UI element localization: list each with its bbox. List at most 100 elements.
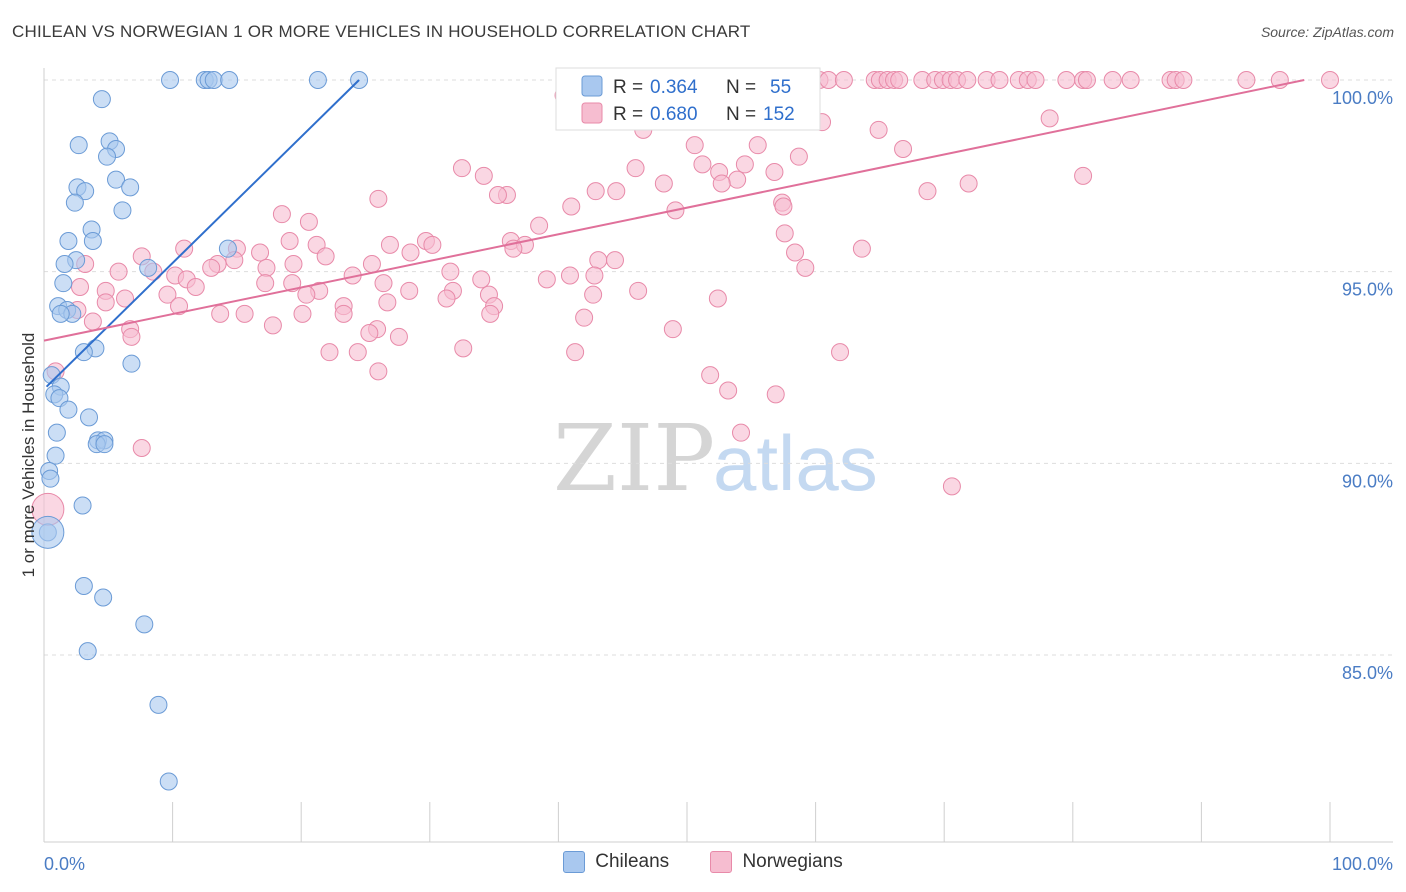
norwegian-point — [831, 343, 850, 362]
norwegian-point — [170, 297, 189, 316]
norwegian-point — [235, 304, 254, 323]
norwegians-trend-line — [43, 79, 1305, 342]
norwegian-point — [1121, 71, 1140, 89]
norwegian-point — [728, 170, 747, 189]
norwegian-point — [575, 308, 594, 327]
chilean-point — [55, 255, 74, 273]
norwegian-point — [786, 243, 805, 262]
norwegian-point — [360, 324, 379, 342]
norwegian-point — [400, 281, 419, 300]
norwegian-point — [918, 182, 937, 201]
norwegian-point — [348, 343, 367, 362]
norwegian-point — [584, 285, 603, 304]
stats-r-label-norwegians: R = — [613, 104, 643, 125]
norwegian-point — [437, 289, 456, 308]
norwegian-point — [474, 166, 493, 185]
chilean-point — [122, 354, 141, 373]
norwegian-point — [990, 71, 1009, 89]
norwegian-point — [263, 316, 282, 335]
chilean-point — [121, 178, 140, 197]
norwegian-point — [775, 224, 794, 243]
chilean-point — [80, 408, 99, 427]
legend-item-chileans[interactable]: Chileans — [563, 851, 669, 873]
norwegian-point — [369, 362, 388, 381]
stats-r-value-norwegians: 0.680 — [650, 104, 698, 125]
norwegian-point — [380, 235, 399, 254]
norwegian-point — [890, 71, 909, 89]
chilean-point — [94, 588, 113, 607]
norwegian-point — [748, 136, 767, 155]
norwegian-point — [202, 258, 221, 277]
stats-r-label-chileans: R = — [613, 77, 643, 98]
norwegian-point — [280, 232, 299, 250]
trend-lines — [43, 79, 1305, 388]
norwegian-point — [959, 174, 978, 193]
chilean-point — [218, 239, 237, 258]
norwegian-point — [560, 266, 579, 285]
norwegian-point — [175, 239, 194, 258]
norwegian-point — [589, 251, 608, 270]
norwegian-point — [942, 477, 961, 496]
norwegian-point — [605, 251, 624, 270]
norwegian-point — [719, 381, 738, 400]
norwegian-point — [284, 255, 303, 273]
norwegian-point — [774, 197, 793, 216]
legend-swatch-norwegians — [710, 851, 733, 873]
stats-n-value-norwegians: 152 — [763, 104, 795, 125]
chileans-points — [31, 71, 369, 791]
norwegian-point — [299, 212, 318, 231]
norwegian-point — [1057, 71, 1076, 89]
norwegian-point — [158, 285, 177, 304]
norwegian-point — [401, 243, 420, 262]
chileans-trend-line — [45, 79, 360, 388]
norwegian-point — [1040, 109, 1059, 128]
chilean-point — [95, 435, 114, 454]
stats-r-value-chileans: 0.364 — [650, 77, 698, 98]
norwegian-point — [607, 182, 626, 201]
norwegian-point — [530, 216, 549, 235]
y-tick-label: 90.0% — [1342, 471, 1393, 491]
legend-item-norwegians[interactable]: Norwegians — [710, 851, 843, 873]
chilean-point — [59, 400, 78, 419]
norwegian-point — [1026, 71, 1045, 89]
norwegian-point — [71, 278, 90, 296]
chilean-point — [69, 136, 88, 155]
norwegian-point — [257, 258, 276, 277]
norwegian-point — [320, 343, 339, 362]
norwegian-point — [732, 423, 751, 442]
norwegian-point — [1237, 71, 1256, 89]
norwegian-point — [441, 262, 460, 281]
chilean-point — [98, 147, 117, 166]
norwegian-point — [766, 385, 785, 404]
chilean-point — [204, 71, 223, 89]
legend-label-chileans: Chileans — [595, 851, 670, 872]
chilean-point — [113, 201, 132, 220]
stats-n-label-chileans: N = — [726, 77, 756, 98]
norwegian-point — [693, 155, 712, 174]
chilean-point — [220, 71, 239, 89]
norwegian-point — [132, 439, 151, 457]
norwegian-point — [452, 159, 471, 178]
chilean-point — [308, 71, 327, 89]
norwegian-point — [109, 262, 128, 281]
watermark-zip: ZIP — [553, 405, 715, 512]
norwegian-point — [852, 239, 871, 258]
chilean-point — [74, 343, 93, 362]
norwegian-point — [796, 258, 815, 277]
chilean-point — [59, 232, 78, 250]
norwegian-point — [685, 136, 704, 155]
norwegian-point — [454, 339, 473, 358]
norwegian-point — [1077, 71, 1096, 89]
chilean-point — [46, 446, 65, 465]
chilean-point — [92, 90, 111, 109]
norwegian-point — [297, 285, 316, 304]
norwegian-point — [654, 174, 673, 193]
norwegian-point — [735, 155, 754, 174]
norwegian-point — [819, 71, 838, 89]
chilean-point — [159, 772, 178, 791]
norwegian-point — [122, 327, 141, 346]
axes — [43, 68, 1393, 843]
norwegian-point — [958, 71, 977, 89]
norwegian-point — [708, 289, 727, 308]
